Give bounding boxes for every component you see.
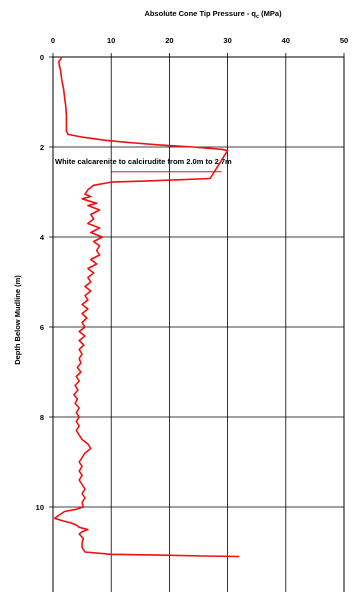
annotation-text: White calcarenite to calcirudite from 2.… (55, 157, 232, 166)
y-tick-label-0: 0 (40, 53, 44, 62)
y-tick-label-6: 6 (40, 323, 44, 332)
y-tick-label-2: 2 (40, 143, 44, 152)
x-tick-label-0: 0 (51, 36, 55, 45)
x-tick-label-40: 40 (282, 36, 290, 45)
y-tick-label-10: 10 (36, 503, 44, 512)
series-line-0 (53, 56, 240, 558)
chart-title-suffix: (MPa) (259, 9, 282, 18)
chart-title-subscript: c (256, 14, 259, 20)
y-axis-title: Depth Below Mudline (m) (13, 275, 22, 365)
x-tick-label-10: 10 (107, 36, 115, 45)
chart-title: Absolute Cone Tip Pressure - qc (MPa) (144, 9, 282, 20)
series-group (53, 56, 240, 558)
x-tick-label-20: 20 (165, 36, 173, 45)
y-tick-label-8: 8 (40, 413, 44, 422)
grid-lines (49, 53, 345, 592)
x-tick-label-30: 30 (223, 36, 231, 45)
x-tick-label-50: 50 (340, 36, 348, 45)
y-tick-label-4: 4 (40, 233, 45, 242)
tick-labels: 01020304050024681012 (36, 36, 349, 512)
plot-frame (52, 56, 345, 592)
chart-title-prefix: Absolute Cone Tip Pressure - q (144, 9, 256, 18)
